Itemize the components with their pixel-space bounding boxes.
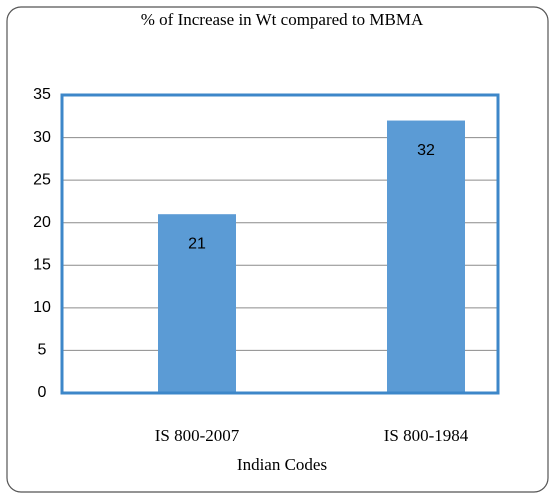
- y-tick-label: 20: [33, 214, 51, 231]
- x-tick-label: IS 800-1984: [384, 426, 469, 445]
- y-tick-label: 15: [33, 257, 51, 274]
- bar: [158, 214, 236, 393]
- y-tick-label: 5: [38, 342, 47, 359]
- bar: [387, 120, 465, 394]
- y-tick-label: 10: [33, 299, 51, 316]
- y-tick-label: 0: [38, 384, 47, 401]
- y-tick-label: 25: [33, 171, 51, 188]
- x-axis-label: Indian Codes: [237, 455, 327, 474]
- x-tick-label: IS 800-2007: [155, 426, 240, 445]
- data-label: 32: [417, 142, 435, 159]
- y-tick-label: 35: [33, 86, 51, 103]
- plot-border: [60, 93, 500, 395]
- chart-title: % of Increase in Wt compared to MBMA: [140, 10, 424, 29]
- chart-frame: [6, 6, 549, 493]
- data-label: 21: [188, 235, 206, 252]
- y-tick-label: 30: [33, 129, 51, 146]
